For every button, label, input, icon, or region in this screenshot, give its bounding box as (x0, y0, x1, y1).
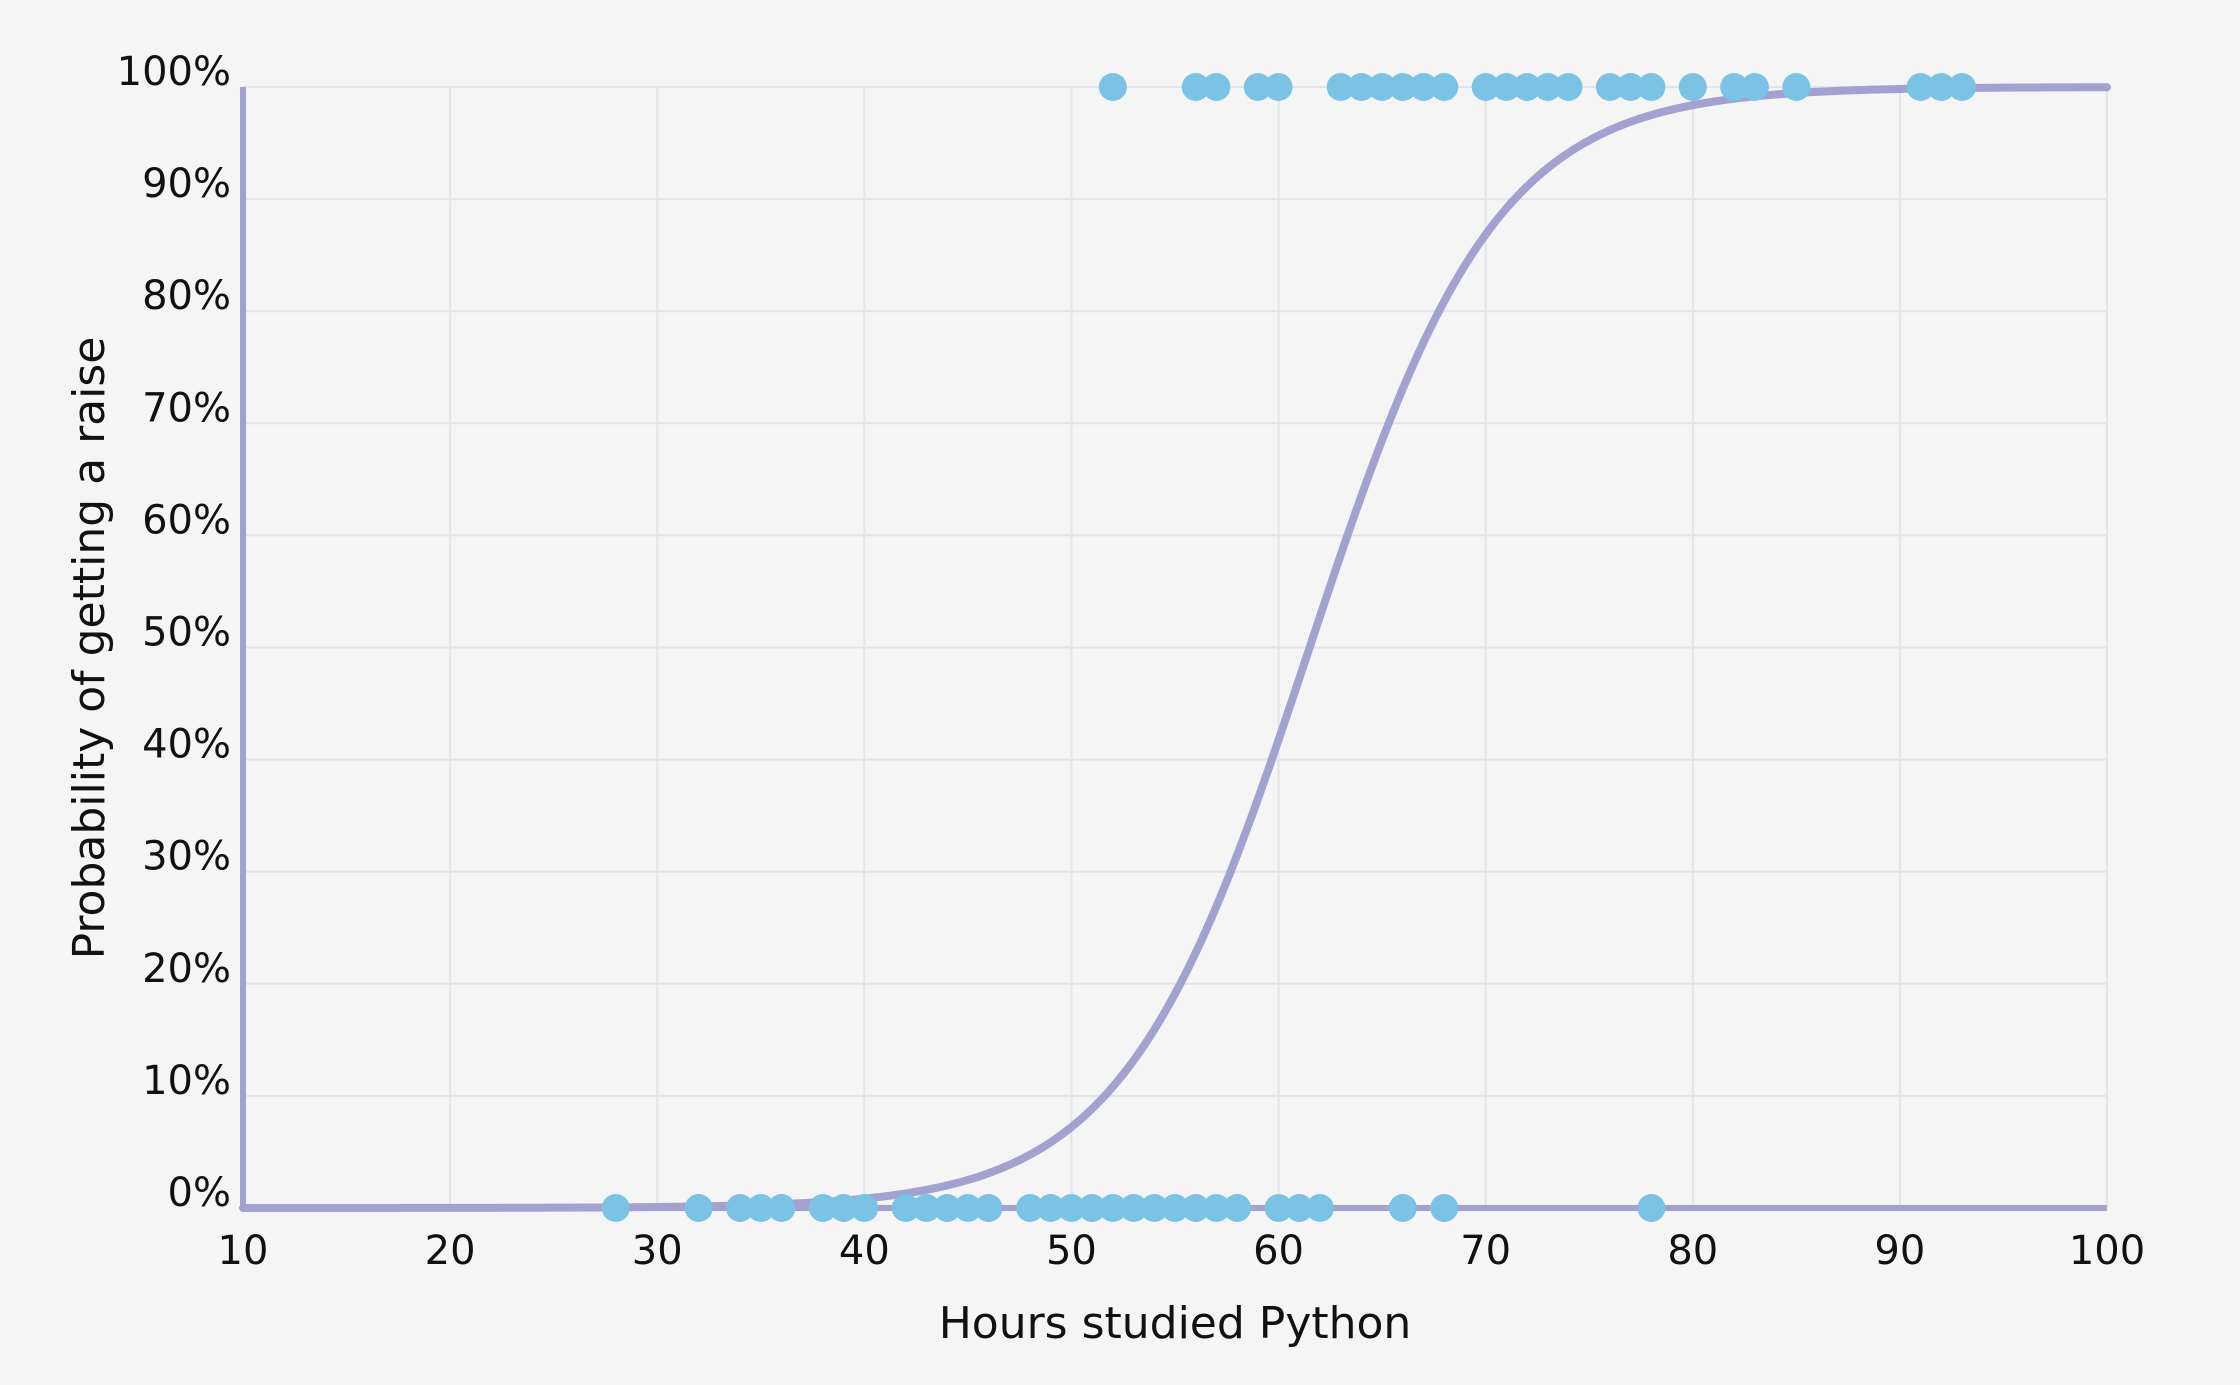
x-axis-label: Hours studied Python (939, 1298, 1412, 1349)
y-tick-label: 10% (142, 1058, 231, 1104)
y-tick-label: 80% (142, 273, 231, 319)
data-point (1326, 73, 1355, 101)
data-point (1223, 1194, 1252, 1222)
data-point (684, 1194, 713, 1222)
data-point (1533, 73, 1562, 101)
data-point (1409, 73, 1438, 101)
data-point (1471, 73, 1500, 101)
y-tick-label: 100% (117, 49, 231, 95)
data-point (1513, 73, 1542, 101)
x-tick-label: 10 (218, 1228, 269, 1274)
data-point (912, 1194, 941, 1222)
x-tick-label: 70 (1460, 1228, 1511, 1274)
data-point (1243, 73, 1272, 101)
y-tick-label: 0% (168, 1170, 231, 1216)
data-point (1181, 73, 1210, 101)
x-tick-label: 20 (425, 1228, 476, 1274)
x-tick-label: 50 (1046, 1228, 1097, 1274)
data-point (953, 1194, 982, 1222)
data-point (829, 1194, 858, 1222)
data-point (1202, 1194, 1231, 1222)
data-point (1264, 1194, 1293, 1222)
data-point (1264, 73, 1293, 101)
data-point (1927, 73, 1956, 101)
data-point (1782, 73, 1811, 101)
data-point (1016, 1194, 1045, 1222)
x-tick-label: 90 (1874, 1228, 1925, 1274)
data-point (891, 1194, 920, 1222)
y-tick-labels: 0% 10% 20% 30% 40% 50% 60% 70% 80% 90% 100% (117, 49, 231, 1216)
data-point (1036, 1194, 1065, 1222)
data-point (1181, 1194, 1210, 1222)
x-tick-label: 30 (632, 1228, 683, 1274)
x-tick-label: 80 (1667, 1228, 1718, 1274)
data-point (1161, 1194, 1189, 1222)
y-tick-label: 40% (142, 722, 231, 768)
data-point (1430, 73, 1459, 101)
data-point (1616, 73, 1645, 101)
x-tick-label: 60 (1253, 1228, 1304, 1274)
x-tick-label: 100 (2069, 1228, 2145, 1274)
data-point (1948, 73, 1977, 101)
y-tick-label: 20% (142, 946, 231, 992)
data-point (1202, 73, 1231, 101)
data-point (1492, 73, 1521, 101)
data-point (1057, 1194, 1086, 1222)
data-point (1554, 73, 1583, 101)
x-tick-label: 40 (839, 1228, 890, 1274)
data-points (601, 73, 1977, 1222)
data-point (1347, 73, 1376, 101)
data-point (974, 1194, 1003, 1222)
data-point (1305, 1194, 1334, 1222)
data-point (808, 1194, 837, 1222)
data-point (746, 1194, 775, 1222)
y-tick-label: 30% (142, 834, 231, 880)
data-point (1140, 1194, 1169, 1222)
data-point (1098, 1194, 1127, 1222)
data-point (1368, 73, 1397, 101)
y-tick-label: 90% (142, 161, 231, 207)
data-point (1285, 1194, 1314, 1222)
data-point (1720, 73, 1749, 101)
data-point (1678, 73, 1707, 101)
data-point (1388, 1194, 1417, 1222)
data-point (933, 1194, 962, 1222)
grid (242, 86, 2108, 1209)
data-point (1119, 1194, 1148, 1222)
data-point (850, 1194, 879, 1222)
data-point (1098, 73, 1127, 101)
data-point (767, 1194, 796, 1222)
y-axis-label: Probability of getting a raise (64, 337, 115, 960)
data-point (1430, 1194, 1459, 1222)
data-point (1595, 73, 1624, 101)
x-tick-labels: 10 20 30 40 50 60 70 80 90 100 (218, 1228, 2146, 1274)
y-tick-label: 70% (142, 385, 231, 431)
data-point (1906, 73, 1935, 101)
data-point (1388, 73, 1417, 101)
data-point (1637, 73, 1666, 101)
data-point (1637, 1194, 1666, 1222)
y-tick-label: 50% (142, 610, 231, 656)
y-tick-label: 60% (142, 497, 231, 543)
data-point (1740, 73, 1769, 101)
data-point (726, 1194, 755, 1222)
data-point (601, 1194, 630, 1222)
data-point (1078, 1194, 1107, 1222)
